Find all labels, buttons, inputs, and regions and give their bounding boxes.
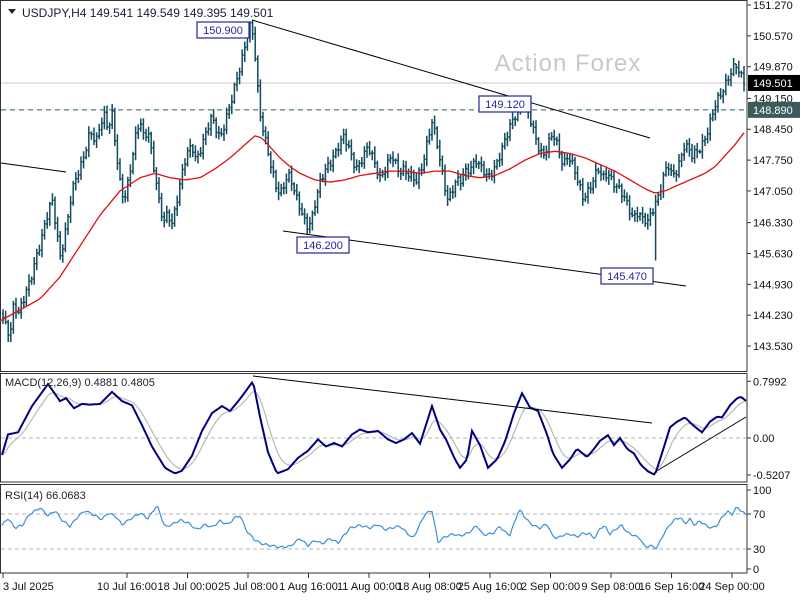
rsi-axis-label: 100 (753, 485, 771, 497)
current-price-badge-label: 149.501 (753, 78, 793, 90)
price-pane-frame (0, 0, 748, 372)
macd-trendline-1[interactable] (252, 375, 653, 424)
price-axis-label: 146.330 (753, 218, 793, 230)
rsi-axis-label: 70 (753, 509, 765, 521)
price-trendline-1[interactable] (251, 19, 651, 139)
x-axis-label[interactable]: 18 Aug 08:00 (397, 581, 462, 593)
price-axis-label: 148.450 (753, 124, 793, 136)
macd-indicator-label: MACD(12,26,9) 0.4881 0.4805 (5, 377, 155, 389)
price-axis-label: 143.530 (753, 341, 793, 353)
x-axis-label[interactable]: 1 Aug 16:00 (279, 581, 338, 593)
price-axis-label: 144.230 (753, 310, 793, 322)
current-price-badge (748, 74, 800, 91)
macd-axis-label: 0.00 (753, 433, 774, 445)
rsi-axis-label: 30 (753, 544, 765, 556)
rsi-line (1, 506, 747, 550)
price-axis-label: 150.570 (753, 31, 793, 43)
rsi-indicator-label: RSI(14) 66.0683 (5, 490, 86, 502)
price-axis-label: 149.870 (753, 62, 793, 74)
price-annotation-label-1: 150.900 (203, 25, 243, 37)
price-annotation-box-1[interactable] (196, 21, 250, 39)
x-axis-label[interactable]: 18 Jul 00:00 (158, 581, 218, 593)
symbol-dropdown-icon[interactable] (8, 9, 16, 14)
price-axis-label: 145.630 (753, 248, 793, 260)
level-price-badge-label: 148.890 (753, 105, 793, 117)
rsi-pane-frame (0, 484, 748, 574)
price-axis-label: 144.930 (753, 279, 793, 291)
price-axis-label: 147.050 (753, 186, 793, 198)
price-annotation-label-2: 149.120 (485, 99, 525, 111)
moving-average-line (0, 132, 745, 322)
macd-main-line (1, 380, 747, 476)
x-axis-label[interactable]: 25 Jul 08:00 (218, 581, 278, 593)
price-trendline-3[interactable] (0, 162, 67, 173)
macd-axis-label: -0.5207 (753, 470, 790, 482)
x-axis-label[interactable]: 24 Sep 00:00 (699, 581, 764, 593)
macd-trendline-2[interactable] (654, 416, 747, 473)
price-annotation-box-4[interactable] (600, 267, 654, 285)
x-axis-label[interactable]: 2 Sep 00:00 (521, 581, 580, 593)
x-axis-label[interactable]: 11 Aug 00:00 (337, 581, 401, 593)
rsi-axis-label: 0 (753, 564, 759, 576)
x-axis-label[interactable]: 16 Sep 16:00 (639, 581, 704, 593)
x-axis-label[interactable]: 9 Sep 08:00 (581, 581, 640, 593)
macd-axis-label: 0.7992 (753, 376, 787, 388)
chart-title: USDJPY,H4 149.541 149.549 149.395 149.50… (22, 6, 274, 20)
macd-signal-line (1, 390, 747, 470)
macd-pane-frame (0, 373, 748, 483)
watermark: Action Forex (495, 50, 642, 77)
x-axis-label[interactable]: 10 Jul 16:00 (97, 581, 157, 593)
price-axis-label: 151.270 (753, 0, 793, 12)
price-axis-label: 147.750 (753, 155, 793, 167)
x-axis-label[interactable]: 25 Aug 16:00 (458, 581, 523, 593)
level-price-badge (748, 101, 800, 118)
x-axis-label[interactable]: 3 Jul 2025 (3, 581, 54, 593)
price-annotation-label-3: 146.200 (303, 240, 343, 252)
generated-chart-layers (0, 0, 748, 574)
price-annotation-label-4: 145.470 (607, 271, 647, 283)
price-annotation-box-2[interactable] (478, 95, 532, 113)
price-annotation-box-3[interactable] (296, 236, 350, 254)
